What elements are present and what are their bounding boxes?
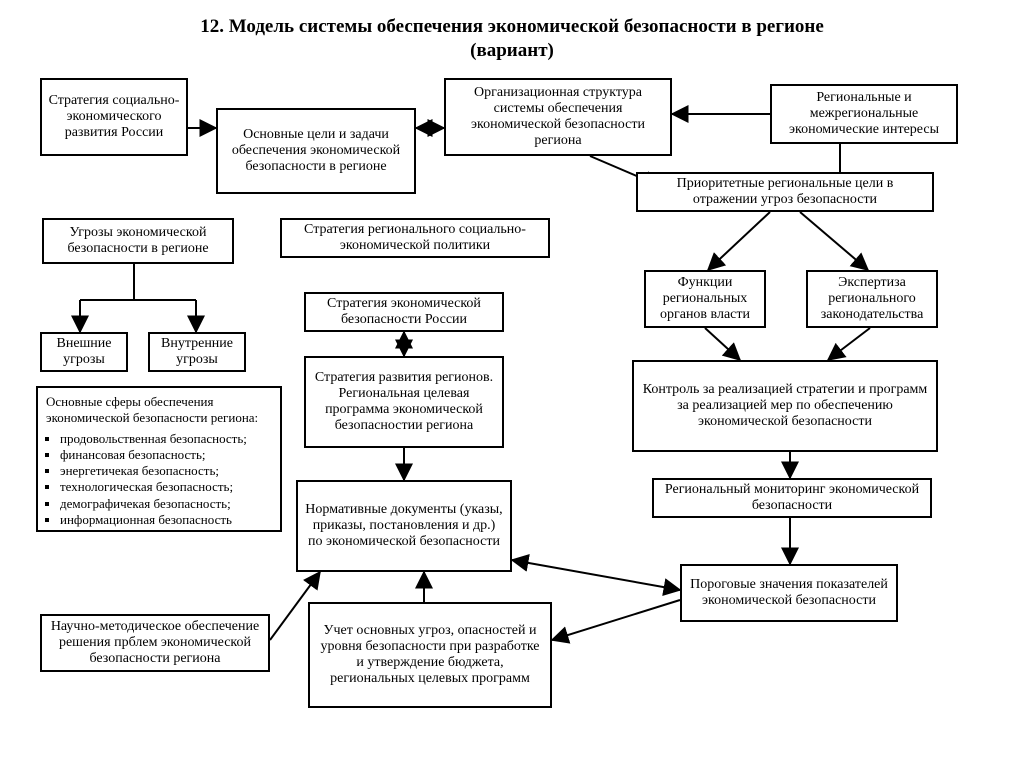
- node-n7: Стратегия регионального социально-эконом…: [280, 218, 550, 258]
- edge-5: [708, 212, 770, 270]
- node-n15: Нормативные документы (указы, приказы, п…: [296, 480, 512, 572]
- node-n14: Контроль за реализацией стратегии и прог…: [632, 360, 938, 452]
- node-n8: Функции региональных органов власти: [644, 270, 766, 328]
- node-n16: Региональный мониторинг экономической бе…: [652, 478, 932, 518]
- edge-6: [800, 212, 868, 270]
- node-n9: Экспертиза регионального законодательств…: [806, 270, 938, 328]
- page-title-sub: (вариант): [0, 40, 1024, 62]
- edge-20: [552, 600, 680, 640]
- node-n6: Угрозы экономической безопасности в реги…: [42, 218, 234, 264]
- node-n12: Стратегия экономической безопасности Рос…: [304, 292, 504, 332]
- node-n4: Региональные и межрегиональные экономиче…: [770, 84, 958, 144]
- node-n13: Стратегия развития регионов. Региональна…: [304, 356, 504, 448]
- node-n1: Стратегия социально-экономического разви…: [40, 78, 188, 156]
- node-n17: Пороговые значения показателей экономиче…: [680, 564, 898, 622]
- node-listbox: Основные сферы обеспечения экономической…: [36, 386, 282, 532]
- node-n3: Организационная структура системы обеспе…: [444, 78, 672, 156]
- node-n10: Внешние угрозы: [40, 332, 128, 372]
- node-n11: Внутренние угрозы: [148, 332, 246, 372]
- edge-13: [705, 328, 740, 360]
- listbox-items: продовольственная безопасность;финансова…: [46, 431, 272, 529]
- node-n19: Учет основных угроз, опасностей и уровня…: [308, 602, 552, 708]
- node-n5: Приоритетные региональные цели в отражен…: [636, 172, 934, 212]
- node-n18: Научно-методическое обеспечение решения …: [40, 614, 270, 672]
- edge-14: [828, 328, 870, 360]
- page-title: 12. Модель системы обеспечения экономиче…: [0, 16, 1024, 38]
- listbox-header: Основные сферы обеспечения экономической…: [46, 394, 272, 427]
- edge-17: [512, 560, 680, 590]
- node-n2: Основные цели и задачи обеспечения эконо…: [216, 108, 416, 194]
